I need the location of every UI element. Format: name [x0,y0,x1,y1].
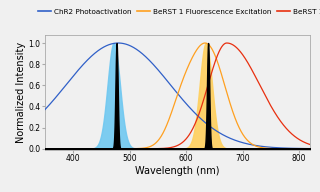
Legend: ChR2 Photoactivation, BeRST 1 Fluorescence Excitation, BeRST 1 Fluorescence Emis: ChR2 Photoactivation, BeRST 1 Fluorescen… [35,6,320,18]
X-axis label: Wavelength (nm): Wavelength (nm) [135,166,220,176]
Y-axis label: Normalized Intensity: Normalized Intensity [16,42,26,143]
